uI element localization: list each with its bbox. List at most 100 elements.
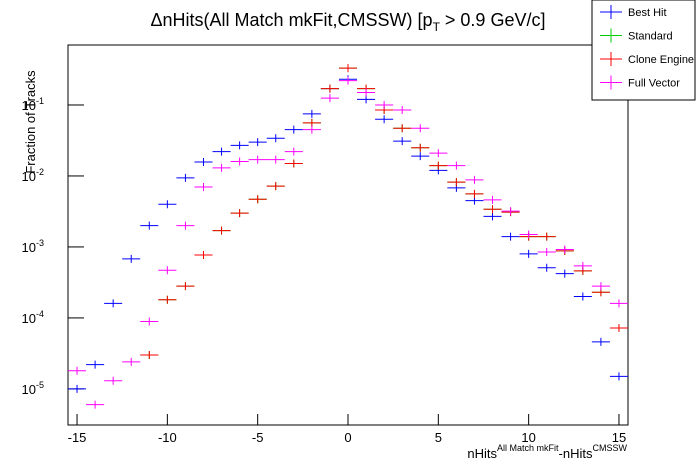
histogram-point [501,207,520,216]
histogram-point [411,143,430,152]
histogram-point [86,360,105,369]
x-tick-label: 15 [612,430,626,445]
tick-base: 10 [22,311,36,326]
histogram-point [284,125,303,134]
y-tick-label: 10-4 [22,309,44,326]
histogram-point [519,230,538,239]
x-tick-label: -5 [252,430,264,445]
histogram-point [266,134,285,143]
histogram-point [609,324,628,333]
histogram-point [573,261,592,270]
histogram-point [320,94,339,103]
histogram-point [284,159,303,168]
histogram-point [465,175,484,184]
legend-swatch [600,75,622,90]
histogram-point [212,163,231,172]
histogram-point [122,254,141,263]
histogram-point [483,212,502,221]
histogram-point [375,115,394,124]
x-axis-label: nHitsAll Match mkFit-nHitsCMSSW [467,443,627,461]
histogram-point [429,161,448,170]
legend [591,0,696,101]
histogram-point [357,95,376,104]
histogram-point [338,76,358,85]
histogram-point [429,149,448,158]
tick-base: 10 [22,169,36,184]
y-axis-label: Fraction of Tracks [23,70,38,174]
histogram-point [411,124,430,133]
histogram-point [537,247,556,256]
histogram-point [302,109,321,118]
histogram-point [393,105,412,114]
legend-label: Standard [628,31,673,43]
histogram-point [176,173,195,182]
title-sub: T [433,20,441,34]
histogram-point [320,84,339,93]
legend-label: Best Hit [628,7,667,19]
histogram-point [194,182,213,191]
histogram-point [411,152,430,161]
histogram-point [338,64,358,73]
y-tick-label: 10-1 [22,96,44,113]
histogram-point [158,200,177,209]
histogram-point [609,299,628,308]
histogram-point [176,221,195,230]
histogram-point [465,196,484,205]
histogram-point [537,263,556,272]
legend-swatch [600,52,622,66]
histogram-point [302,118,321,127]
y-tick-label: 10-5 [22,380,44,397]
histogram-point [194,158,213,167]
histogram-point [122,357,141,366]
title-part: ΔnHits(All Match mkFit,CMSSW) [p [151,10,433,30]
x-tick-label: 0 [344,430,351,445]
histogram-point [483,195,502,204]
histogram-point [212,147,231,156]
histogram-point [501,232,520,241]
y-tick-label: 10-3 [22,238,44,255]
histogram-point [393,124,412,133]
histogram-point [591,337,610,346]
histogram-point [248,155,267,164]
histogram-point [158,295,177,304]
histogram-point [375,100,394,109]
histogram-point [176,282,195,291]
histogram-point [230,141,249,150]
legend-swatch [600,28,622,43]
histogram-point [248,138,267,147]
x-tick-label: 10 [521,430,535,445]
x-label-part: nHits [467,446,497,461]
histogram-point [68,366,87,375]
tick-base: 10 [22,382,36,397]
histogram-point [591,282,610,291]
histogram-point [393,137,412,146]
x-label-part: -nHits [559,446,593,461]
x-tick-label: -10 [158,430,177,445]
histogram-point [212,226,231,235]
chart-title: ΔnHits(All Match mkFit,CMSSW) [pT > 0.9 … [151,10,546,34]
x-label-sup: All Match mkFit [497,443,559,453]
histogram-point [573,292,592,301]
histogram-point [447,161,466,170]
tick-exponent: -3 [36,238,44,248]
histogram-point [140,317,159,326]
histogram-point [555,245,574,254]
histogram-point [357,88,376,97]
legend-label: Clone Engine [628,54,694,66]
tick-exponent: -2 [36,167,44,177]
histogram-point [266,182,285,191]
tick-base: 10 [22,98,36,113]
histogram-point [537,232,556,241]
histogram-point [555,269,574,278]
histogram-point [68,384,87,393]
histogram-point [86,400,105,409]
histogram-point [158,266,177,275]
tick-base: 10 [22,240,36,255]
tick-exponent: -1 [36,96,44,106]
histogram-point [248,195,267,204]
histogram-point [483,205,502,214]
legend-label: Full Vector [628,78,680,90]
histogram-point [140,221,159,230]
legend-swatch [600,5,622,19]
